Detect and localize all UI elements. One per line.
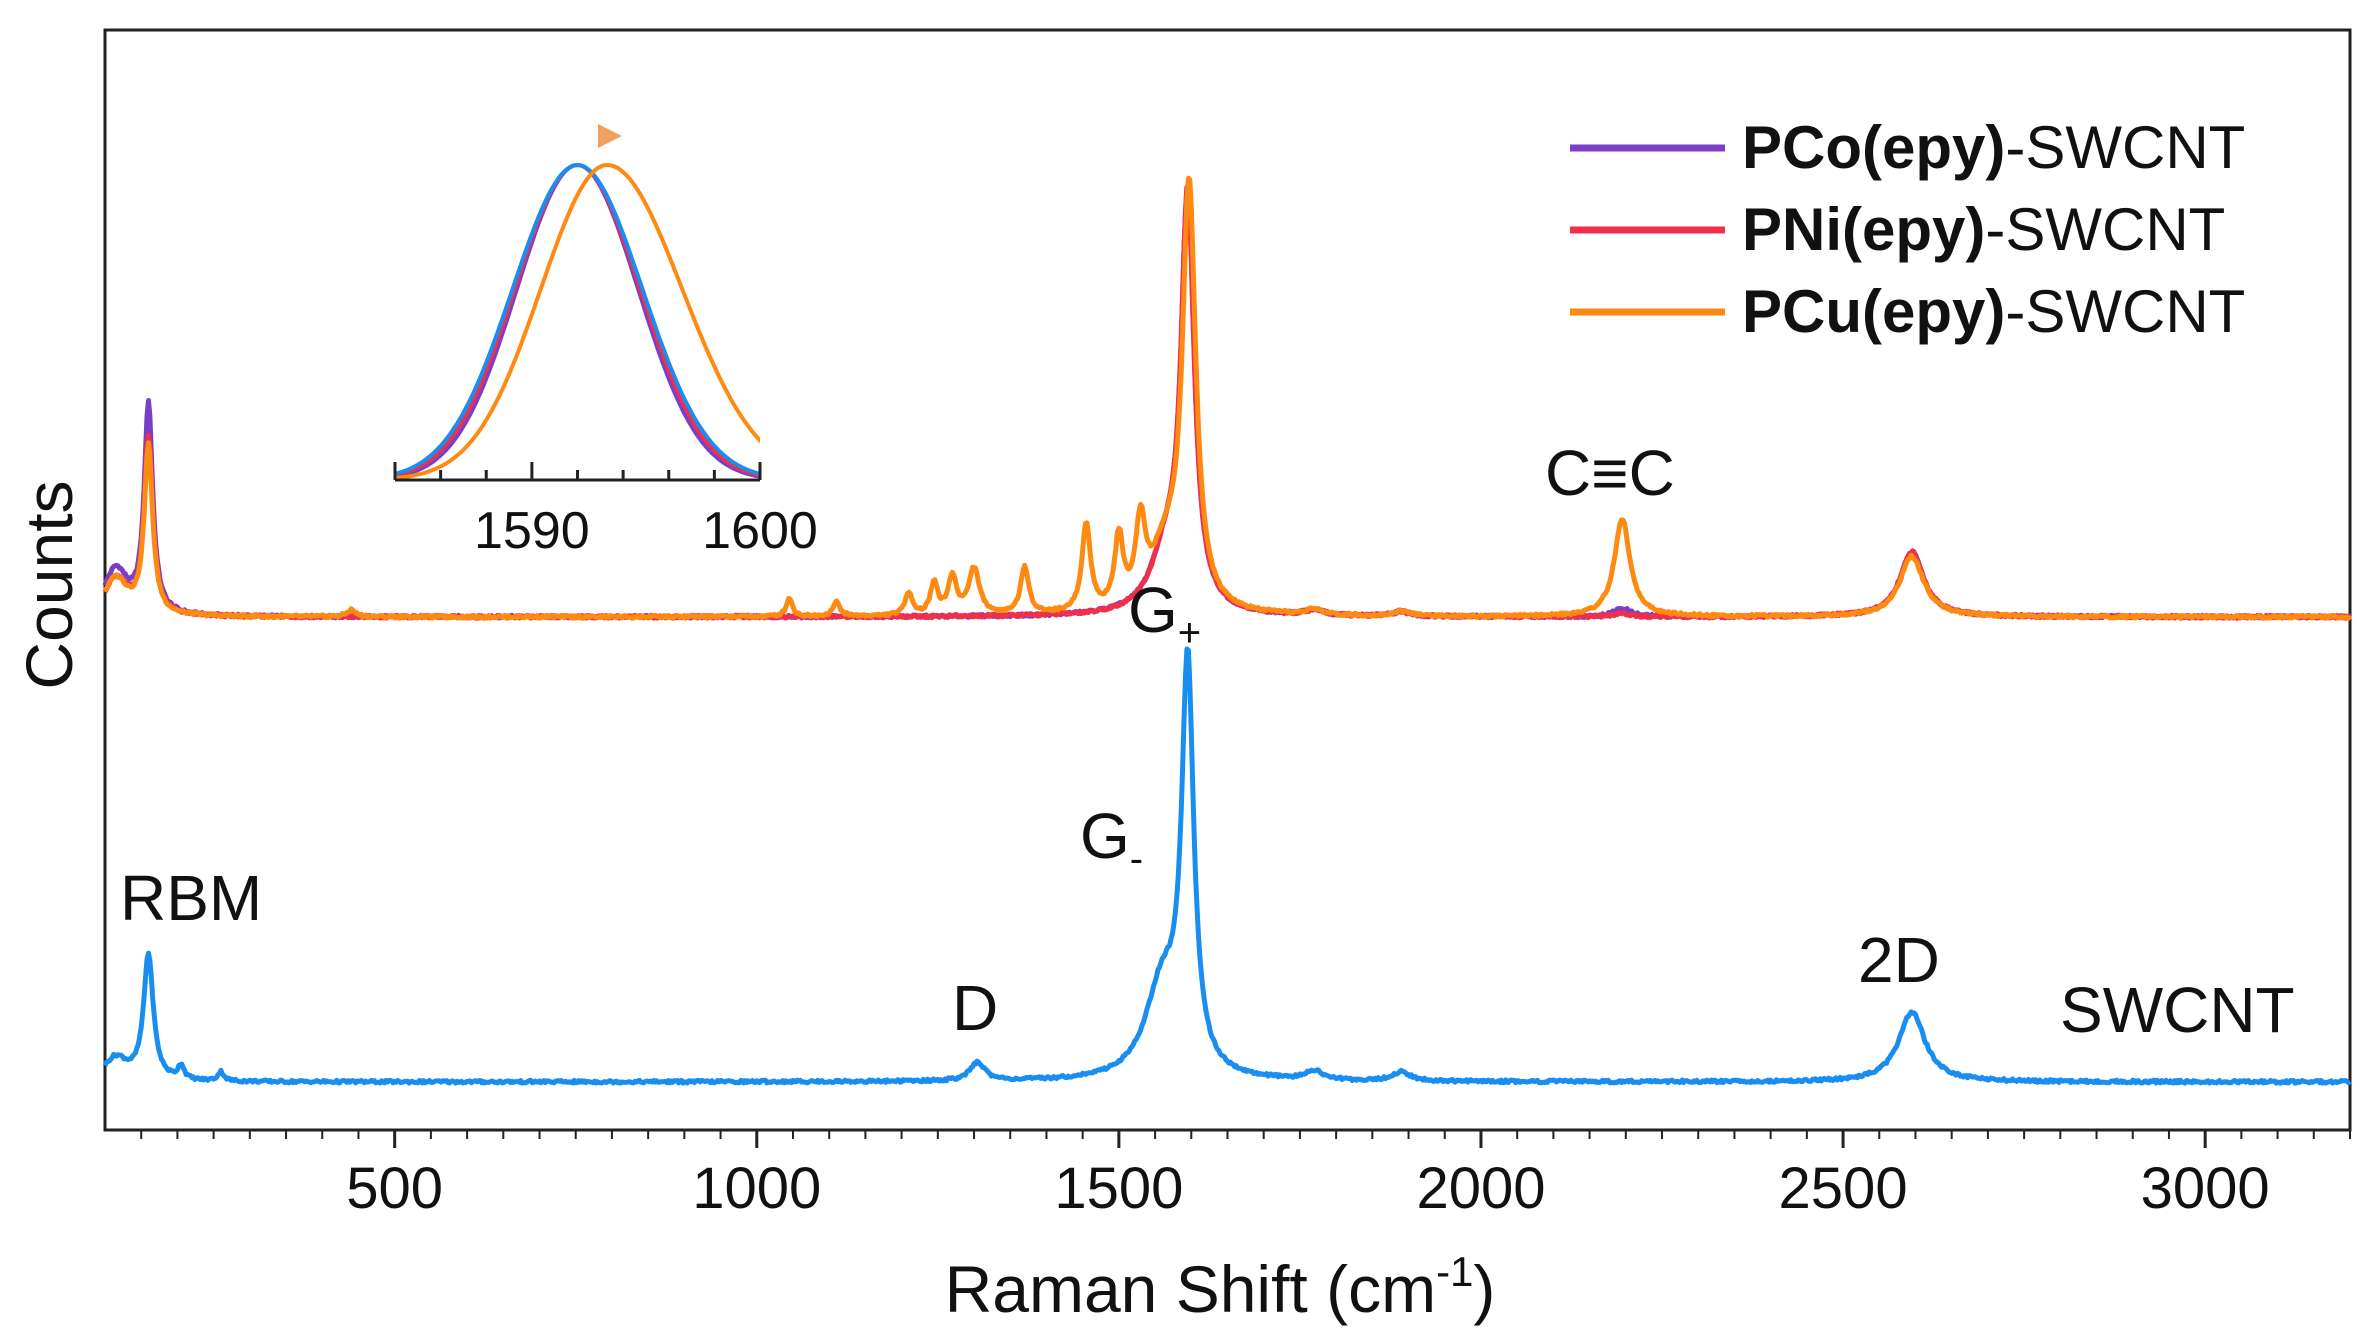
legend-label-pcu: PCu(epy)-SWCNT (1742, 278, 2245, 345)
x-axis-title-close: ) (1473, 1252, 1495, 1326)
series-layer (102, 175, 2353, 1086)
inset-x-tick-label: 1590 (474, 502, 590, 560)
inset-series-line (395, 162, 760, 478)
series-line-swcnt (102, 646, 2352, 1086)
y-axis-title: Counts (12, 480, 86, 689)
inset-x-axis: 1590 1600 (393, 462, 818, 560)
inset: 1590 1600 (393, 124, 818, 560)
x-tick-label: 1000 (692, 1156, 821, 1221)
annotation-swcnt: SWCNT (2060, 974, 2295, 1046)
inset-series-layer (395, 162, 760, 480)
x-tick-label: 500 (346, 1156, 443, 1221)
inset-x-tick-label: 1600 (702, 502, 818, 560)
annotation-g-minus: G- (1080, 800, 1143, 881)
plot-frame (103, 28, 2352, 1132)
x-axis-title-main: Raman Shift (cm (945, 1252, 1436, 1326)
annotation-rbm: RBM (120, 862, 262, 934)
x-tick-label: 2000 (1416, 1156, 1545, 1221)
x-tick-label: 2500 (1779, 1156, 1908, 1221)
inset-series-line (395, 162, 760, 479)
legend-label-pni: PNi(epy)-SWCNT (1742, 196, 2225, 263)
inset-series-line (395, 162, 760, 480)
inset-series-line (395, 162, 760, 476)
annotation-g-plus: G+ (1128, 574, 1201, 655)
x-tick-label: 1500 (1054, 1156, 1183, 1221)
x-axis-title: Raman Shift (cm-1) (945, 1248, 1496, 1326)
annotation-2d: 2D (1858, 924, 1940, 996)
inset-shift-arrow (529, 124, 622, 148)
legend: PCo(epy)-SWCNT PNi(epy)-SWCNT PCu(epy)-S… (1570, 114, 2245, 345)
legend-label-pco: PCo(epy)-SWCNT (1742, 114, 2245, 181)
x-axis: 500 1000 1500 2000 2500 3000 (140, 1130, 2351, 1221)
annotation-c-triple-c: C≡C (1545, 437, 1675, 509)
annotation-d: D (952, 972, 998, 1044)
series-line-pcu-epy-swcnt (102, 175, 2353, 621)
x-tick-label: 3000 (2141, 1156, 2270, 1221)
x-axis-title-sup: -1 (1436, 1248, 1473, 1295)
